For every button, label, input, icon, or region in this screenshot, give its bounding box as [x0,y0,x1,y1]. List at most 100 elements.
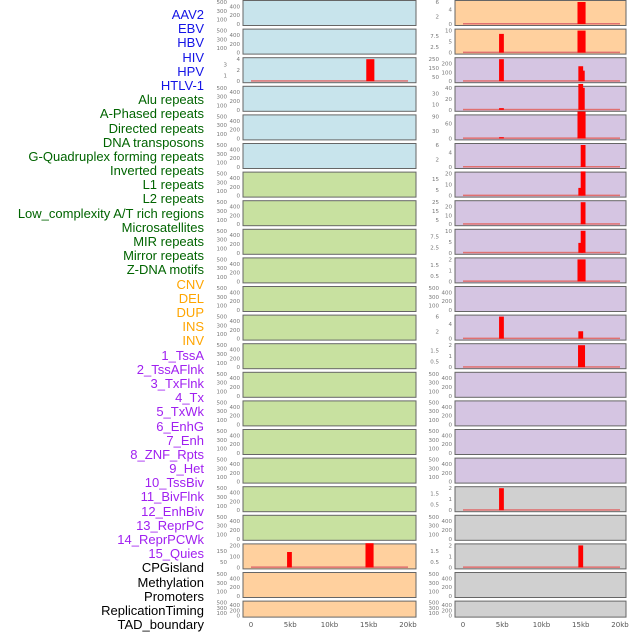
y-tick-label: 100 [429,611,440,617]
track-label: DNA transposons [102,134,204,150]
baseline [463,337,620,340]
y-tick-label: 10 [445,183,452,189]
y-tick-label: 100 [429,418,440,424]
y-tick-label: 500 [217,172,228,178]
y-tick-label: 100 [217,275,228,281]
track-panel [242,429,417,455]
y-tick-label: 0 [237,480,241,486]
y-tick-label: 200 [442,414,453,420]
y-tick-label: 200 [442,528,453,534]
y-tick-label: 500 [217,601,228,607]
y-tick-label: 200 [230,13,241,19]
track-label: INV [182,333,204,349]
y-tick-label: 100 [429,475,440,481]
y-tick-label: 0 [237,594,241,600]
y-tick-label: 10 [432,102,439,108]
y-tick-label: 300 [217,323,228,329]
y-tick-label: 100 [429,447,440,453]
y-tick-label: 400 [230,491,241,497]
track-label: 5_TxWk [156,404,204,420]
y-tick-label: 3 [224,63,228,69]
track-label: TAD_boundary [117,617,204,632]
peak-bar [577,30,586,53]
y-tick-label: 300 [429,606,440,612]
y-tick-label: 500 [217,286,228,292]
y-tick-label: 200 [230,299,241,305]
y-tick-label: 500 [429,372,440,378]
peak-bar [499,59,504,82]
y-tick-label: 200 [230,242,241,248]
y-tick-label: 1 [224,74,228,80]
y-tick-label: 200 [442,385,453,391]
track-panel [242,28,417,55]
y-tick-label: 400 [230,348,241,354]
track-label: 7_Enh [166,432,204,448]
baseline [463,51,620,54]
y-tick-label: 300 [217,581,228,587]
x-tick-label: 20kb [611,621,629,629]
y-tick-label: 500 [429,286,440,292]
y-tick-label: 2 [449,543,453,549]
y-tick-label: 0 [449,51,453,57]
track-panel [454,400,627,427]
y-tick-label: 4 [449,7,453,13]
track-panel [454,371,627,398]
y-tick-label: 200 [230,328,241,334]
y-tick-label: 200 [442,471,453,477]
y-tick-label: 300 [217,209,228,215]
y-tick-label: 2 [237,68,241,74]
y-tick-label: 0 [449,365,453,371]
y-tick-label: 10 [445,29,452,35]
y-tick-label: 100 [429,389,440,395]
y-tick-label: 20 [445,97,452,103]
y-tick-label: 500 [217,29,228,35]
track-label: A-Phased repeats [99,106,204,122]
y-tick-label: 500 [429,601,440,607]
baseline [251,80,408,82]
y-tick-label: 30 [432,91,439,97]
y-tick-label: 100 [429,304,440,310]
y-tick-label: 500 [429,572,440,578]
y-tick-label: 500 [429,458,440,464]
track-panel [242,343,417,370]
y-tick-label: 2.5 [430,245,439,251]
x-tick-label: 5kb [284,621,298,629]
track-label-column: AAV2 EBV HBV HIV HPV HTLV-1 Alu repeats A-Phase… [0,0,204,632]
y-tick-label: 400 [230,33,241,39]
y-tick-label: 90 [432,114,439,120]
y-tick-label: 300 [429,524,440,530]
track-panel [242,200,417,227]
y-tick-label: 0.5 [430,360,439,366]
track-label: 4_Tx [175,390,204,406]
y-tick-label: 7.5 [430,234,439,240]
y-tick-label: 2 [449,486,453,492]
y-tick-label: 300 [217,409,228,415]
peak-bar [499,137,504,139]
track-label: ReplicationTiming [101,602,204,618]
y-tick-label: 0 [449,451,453,457]
y-tick-label: 0 [449,614,453,620]
track-label: 8_ZNF_Rpts [130,446,204,462]
track-label: 9_Het [169,461,204,477]
track-label: 14_ReprPCWk [117,532,204,548]
y-tick-label: 200 [230,414,241,420]
y-tick-label: 0 [449,165,453,171]
y-tick-label: 400 [230,603,241,609]
y-tick-label: 100 [217,304,228,310]
y-tick-label: 4 [449,150,453,156]
x-tick-label: 5kb [496,621,510,629]
x-tick-label: 20kb [399,621,417,629]
track-label: CNV [176,276,204,292]
baseline [463,223,620,225]
track-panel [454,314,627,341]
peak-bar [580,145,586,167]
track-panel [454,257,627,284]
y-tick-label: 500 [217,0,228,6]
y-tick-label: 400 [230,519,241,525]
track-panel [454,171,627,198]
y-tick-label: 500 [217,257,228,263]
y-tick-label: 100 [217,332,228,338]
y-tick-label: 100 [217,532,228,538]
y-tick-label: 300 [217,381,228,387]
y-tick-label: 100 [217,389,228,395]
